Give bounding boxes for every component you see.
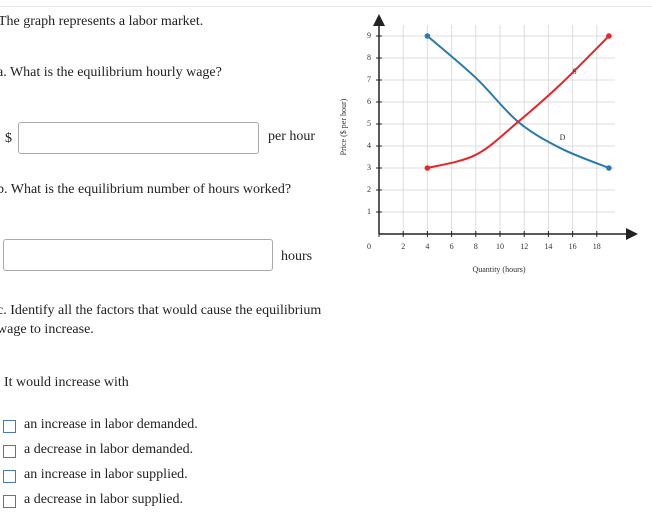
x-tick-label: 18 bbox=[593, 242, 601, 251]
checkbox[interactable] bbox=[3, 445, 16, 458]
y-tick-label: 5 bbox=[367, 119, 371, 128]
endpoint bbox=[606, 33, 612, 39]
y-tick-label: 6 bbox=[367, 97, 371, 106]
checkbox[interactable] bbox=[3, 495, 16, 508]
option-label[interactable]: a decrease in labor supplied. bbox=[24, 492, 183, 507]
x-tick-label: 2 bbox=[401, 242, 405, 251]
x-tick-label: 8 bbox=[474, 242, 478, 251]
x-tick-label: 10 bbox=[496, 242, 504, 251]
checkbox[interactable] bbox=[3, 470, 16, 483]
question: c. Identify all the factors that would c… bbox=[0, 303, 322, 337]
x-tick-label: 16 bbox=[569, 242, 577, 251]
series-label: D bbox=[560, 133, 566, 142]
y-tick-label: 1 bbox=[367, 207, 371, 216]
y-tick-label: 7 bbox=[367, 75, 371, 84]
x-tick-label: 0 bbox=[367, 242, 371, 251]
option-label[interactable]: a decrease in labor demanded. bbox=[24, 442, 194, 457]
x-axis-label: Quantity (hours) bbox=[472, 265, 525, 274]
endpoint bbox=[424, 33, 431, 39]
chart: Price ($ per hour) Quantity (hours) 1234… bbox=[339, 14, 638, 274]
prefix: $ bbox=[5, 131, 12, 146]
prompt: It would increase with bbox=[4, 375, 129, 390]
endpoint bbox=[424, 165, 431, 171]
y-tick-label: 9 bbox=[367, 31, 371, 40]
y-axis-label: Price ($ per hour) bbox=[339, 98, 348, 155]
checkbox[interactable] bbox=[3, 420, 16, 433]
option-label[interactable]: an increase in labor supplied. bbox=[24, 467, 188, 482]
x-tick-label: 14 bbox=[544, 242, 552, 251]
x-tick-label: 6 bbox=[450, 242, 454, 251]
y-tick-label: 8 bbox=[367, 53, 371, 62]
endpoint bbox=[606, 165, 612, 171]
y-tick-label: 4 bbox=[367, 141, 371, 150]
question: b. What is the equilibrium number of hou… bbox=[0, 182, 292, 197]
x-tick-label: 12 bbox=[520, 242, 528, 251]
intro: The graph represents a labor market. bbox=[0, 14, 204, 29]
top-border bbox=[0, 6, 652, 7]
answer-input[interactable] bbox=[18, 122, 259, 154]
x-tick-label: 4 bbox=[425, 242, 429, 251]
y-tick-label: 3 bbox=[367, 163, 371, 172]
suffix: per hour bbox=[268, 129, 316, 144]
series-label: S bbox=[572, 67, 576, 76]
question: a. What is the equilibrium hourly wage? bbox=[0, 65, 222, 80]
suffix: hours bbox=[281, 249, 313, 264]
option-label[interactable]: an increase in labor demanded. bbox=[24, 417, 198, 432]
answer-input[interactable] bbox=[3, 239, 273, 271]
series-line bbox=[427, 35, 610, 169]
y-tick-label: 2 bbox=[367, 185, 371, 194]
